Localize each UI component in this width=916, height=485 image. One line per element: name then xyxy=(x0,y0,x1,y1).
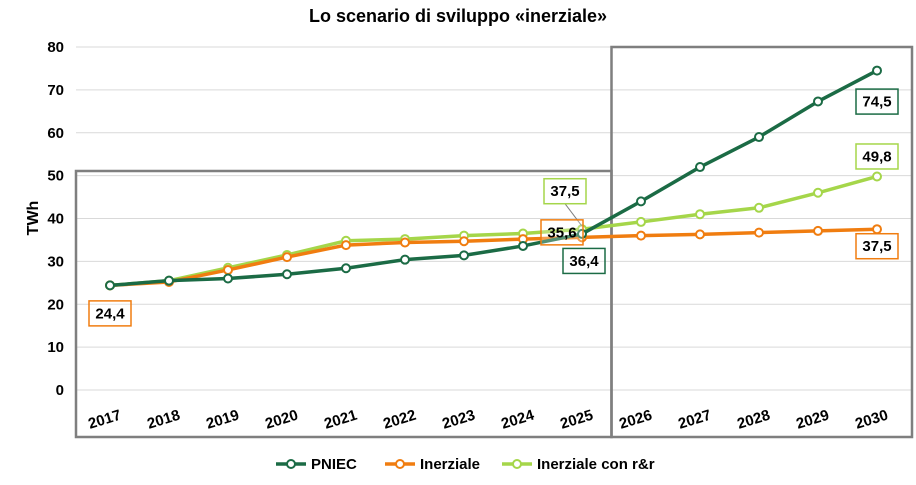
legend-item: Inerziale con r&r xyxy=(502,456,655,473)
x-tick-label: 2026 xyxy=(617,407,654,433)
x-tick-label: 2019 xyxy=(204,407,241,433)
callout-label: 36,4 xyxy=(569,253,599,270)
chart-title: Lo scenario di sviluppo «inerziale» xyxy=(309,6,607,26)
callout-label: 35,6 xyxy=(547,224,576,241)
series-lines xyxy=(105,65,882,291)
gridlines xyxy=(76,46,912,391)
x-tick-label: 2029 xyxy=(794,407,831,433)
y-axis-label: TWh xyxy=(25,201,42,236)
y-tick-label: 80 xyxy=(47,39,64,56)
callout-label: 24,4 xyxy=(95,305,125,322)
x-tick-label: 2017 xyxy=(86,407,123,433)
x-tick-label: 2023 xyxy=(440,407,477,433)
data-point xyxy=(518,240,528,251)
y-tick-label: 30 xyxy=(47,253,64,270)
x-tick-label: 2030 xyxy=(853,407,890,433)
data-point xyxy=(872,65,882,76)
data-point xyxy=(872,224,882,235)
data-point xyxy=(459,236,469,247)
series-line xyxy=(109,227,878,288)
y-axis-ticks: 0 10 20 30 40 50 60 70 80 xyxy=(47,39,64,399)
data-point xyxy=(636,230,646,241)
data-point xyxy=(813,187,823,198)
y-tick-label: 0 xyxy=(56,382,64,399)
callout-label: 74,5 xyxy=(862,94,891,111)
legend-label: Inerziale xyxy=(420,456,480,473)
projection-period-frame xyxy=(610,45,914,439)
data-point xyxy=(695,209,705,220)
data-callout: 35,6 xyxy=(540,219,584,246)
series-line xyxy=(109,174,878,288)
data-point xyxy=(754,227,764,238)
legend: PNIEC Inerziale Inerziale con r&r xyxy=(276,456,655,473)
data-point xyxy=(636,196,646,207)
data-callout: 24,4 xyxy=(88,300,132,327)
data-point xyxy=(459,250,469,261)
callout-box xyxy=(855,232,899,260)
callout-leader xyxy=(564,203,583,227)
data-point xyxy=(341,240,351,251)
y-tick-label: 10 xyxy=(47,339,64,356)
data-point xyxy=(400,254,410,265)
legend-label: PNIEC xyxy=(311,456,357,473)
x-axis-ticks: 2017 2018 2019 2020 2021 2022 2023 2024 2025 2026… xyxy=(86,406,890,432)
data-callouts: 24,4 37,5 35,6 36,4 74,5 49,8 37,5 xyxy=(88,88,899,327)
legend-label: Inerziale con r&r xyxy=(537,456,655,473)
legend-marker xyxy=(286,459,296,469)
data-callout: 37,5 xyxy=(543,177,587,227)
data-point xyxy=(636,216,646,227)
callout-label: 49,8 xyxy=(862,148,891,165)
data-point xyxy=(164,275,174,286)
data-point xyxy=(695,162,705,173)
data-point xyxy=(813,96,823,107)
legend-marker xyxy=(395,459,405,469)
data-point xyxy=(754,202,764,213)
x-tick-label: 2028 xyxy=(735,407,772,433)
callout-label: 37,5 xyxy=(862,238,891,255)
data-point xyxy=(223,273,233,284)
x-tick-label: 2018 xyxy=(145,407,182,433)
legend-item: PNIEC xyxy=(276,456,357,473)
x-tick-label: 2020 xyxy=(263,407,300,433)
x-tick-label: 2025 xyxy=(558,407,595,433)
data-point xyxy=(872,171,882,182)
legend-marker xyxy=(512,459,522,469)
callout-box xyxy=(855,143,899,170)
data-point xyxy=(813,225,823,236)
data-callout: 36,4 xyxy=(562,247,606,275)
x-tick-label: 2024 xyxy=(499,406,537,432)
legend-item: Inerziale xyxy=(385,456,480,473)
y-tick-label: 60 xyxy=(47,125,64,142)
data-point xyxy=(282,252,292,263)
data-point xyxy=(223,264,233,275)
period-frames xyxy=(74,45,914,439)
data-callout: 49,8 xyxy=(855,143,899,170)
x-tick-label: 2022 xyxy=(381,407,418,433)
data-point xyxy=(105,280,115,291)
data-point xyxy=(400,237,410,248)
series-pniec xyxy=(105,65,882,291)
series-line xyxy=(109,69,878,288)
y-tick-label: 20 xyxy=(47,296,64,313)
y-tick-label: 40 xyxy=(47,211,64,228)
data-point xyxy=(695,229,705,240)
callout-box xyxy=(540,219,584,246)
data-point xyxy=(577,228,587,239)
y-tick-label: 50 xyxy=(47,168,64,185)
y-tick-label: 70 xyxy=(47,82,64,99)
callout-box xyxy=(855,88,899,115)
x-tick-label: 2027 xyxy=(676,407,713,433)
x-tick-label: 2021 xyxy=(322,407,359,433)
data-callout: 37,5 xyxy=(855,232,899,260)
data-point xyxy=(341,263,351,274)
callout-box xyxy=(88,300,132,327)
callout-label: 37,5 xyxy=(550,183,579,200)
callout-box xyxy=(543,177,587,205)
callout-box xyxy=(562,247,606,275)
data-callout: 74,5 xyxy=(855,88,899,115)
data-point xyxy=(282,269,292,280)
data-point xyxy=(754,132,764,143)
